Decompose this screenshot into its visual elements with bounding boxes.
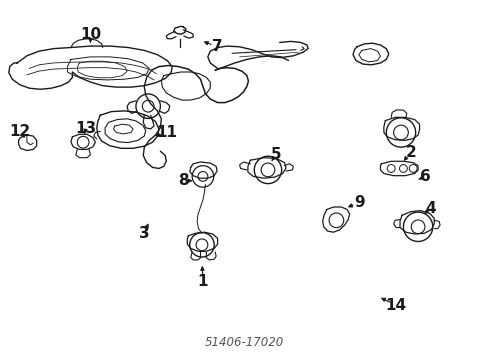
Text: 13: 13 — [75, 121, 96, 136]
Text: 5: 5 — [270, 147, 281, 162]
Text: 14: 14 — [385, 298, 406, 313]
Text: 9: 9 — [353, 195, 364, 210]
Text: 11: 11 — [157, 125, 177, 140]
Text: 4: 4 — [424, 201, 435, 216]
Text: 2: 2 — [405, 145, 415, 160]
Text: 7: 7 — [212, 39, 223, 54]
Text: 1: 1 — [197, 274, 208, 289]
Text: 6: 6 — [419, 169, 430, 184]
Text: 51406-17020: 51406-17020 — [204, 336, 284, 349]
Text: 10: 10 — [80, 27, 101, 42]
Text: 8: 8 — [178, 173, 188, 188]
Text: 3: 3 — [139, 226, 149, 241]
Text: 12: 12 — [9, 124, 30, 139]
